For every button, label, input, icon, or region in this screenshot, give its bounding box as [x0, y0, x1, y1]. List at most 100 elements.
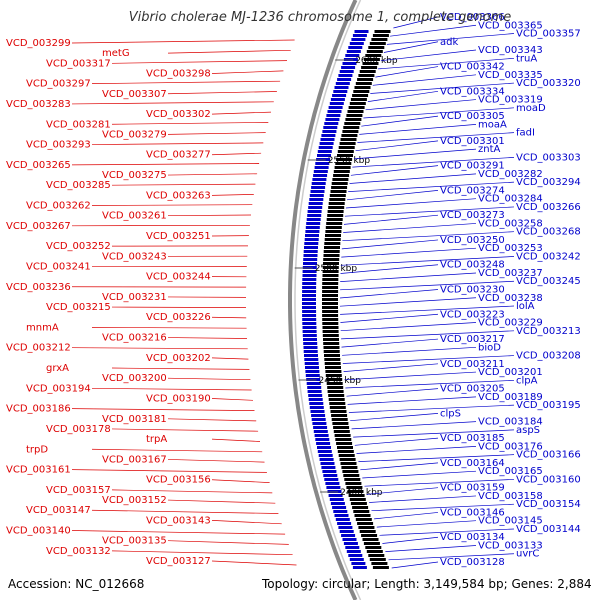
forward-gene-label: VCD_003186	[6, 404, 71, 415]
reverse-leader-line	[350, 165, 439, 176]
reverse-gene-label: VCD_003303	[516, 152, 581, 163]
reverse-feature-block	[337, 446, 353, 449]
forward-gene-label: VCD_003236	[6, 282, 71, 293]
reverse-gene-block	[309, 198, 324, 201]
reverse-feature-block	[366, 50, 383, 53]
reverse-gene-block	[318, 454, 333, 457]
reverse-gene-block	[302, 302, 316, 305]
reverse-gene-label: moaA	[478, 119, 507, 130]
reverse-gene-block	[319, 458, 334, 461]
reverse-gene-block	[323, 126, 338, 129]
reverse-gene-block	[307, 386, 322, 389]
reverse-leader-line	[353, 429, 515, 438]
chromosome-backbone-shadow	[294, 0, 362, 600]
reverse-feature-block	[322, 310, 339, 313]
forward-gene-label: VCD_003281	[46, 119, 111, 130]
reverse-feature-block	[358, 74, 375, 77]
reverse-leader-line	[378, 57, 515, 70]
reverse-feature-block	[327, 390, 344, 393]
forward-gene-label: VCD_003279	[102, 129, 167, 140]
reverse-feature-block	[329, 406, 346, 409]
reverse-gene-block	[345, 54, 360, 57]
reverse-leader-line	[388, 553, 515, 561]
reverse-gene-block	[303, 254, 318, 257]
forward-leader-line	[211, 520, 282, 525]
reverse-leader-line	[346, 388, 439, 397]
forward-gene-label: VCD_003215	[46, 302, 111, 313]
reverse-gene-block	[341, 66, 356, 69]
reverse-gene-block	[302, 306, 316, 309]
reverse-gene-label: VCD_003158	[478, 491, 543, 502]
reverse-gene-block	[310, 410, 325, 413]
reverse-feature-block	[354, 86, 371, 89]
reverse-gene-block	[351, 38, 366, 41]
reverse-gene-block	[337, 522, 352, 525]
reverse-feature-block	[333, 426, 350, 429]
reverse-leader-line	[348, 181, 515, 192]
reverse-feature-block	[342, 130, 359, 133]
reverse-gene-block	[304, 358, 319, 361]
reverse-gene-label: VCD_003185	[440, 433, 505, 444]
reverse-gene-block	[341, 534, 356, 537]
reverse-feature-block	[325, 226, 342, 229]
reverse-feature-block	[327, 214, 344, 217]
reverse-gene-block	[302, 294, 316, 297]
forward-leader-line	[91, 80, 281, 84]
reverse-gene-block	[304, 242, 319, 245]
reverse-gene-block	[328, 106, 343, 109]
forward-leader-line	[167, 91, 277, 95]
reverse-feature-block	[361, 534, 378, 537]
reverse-gene-label: VCD_003319	[478, 95, 543, 106]
reverse-gene-block	[312, 178, 327, 181]
reverse-gene-block	[303, 258, 318, 261]
reverse-leader-line	[341, 239, 439, 250]
reverse-gene-label: VCD_003245	[516, 276, 581, 287]
reverse-gene-block	[310, 190, 325, 193]
reverse-feature-block	[336, 158, 353, 161]
reverse-feature-block	[328, 398, 345, 401]
reverse-feature-block	[338, 146, 355, 149]
reverse-feature-block	[337, 150, 354, 153]
reverse-gene-block	[303, 262, 317, 265]
reverse-gene-block	[335, 518, 350, 521]
forward-gene-label: VCD_003132	[46, 546, 111, 557]
forward-gene-label: VCD_003140	[6, 526, 71, 537]
reverse-feature-block	[323, 250, 340, 253]
reverse-leader-line	[379, 528, 515, 536]
forward-leader-line	[91, 387, 252, 391]
forward-gene-label: VCD_003285	[46, 180, 111, 191]
reverse-gene-label: truA	[516, 53, 537, 64]
reverse-feature-block	[349, 498, 366, 501]
reverse-leader-line	[391, 561, 439, 569]
reverse-gene-label: VCD_003294	[516, 177, 581, 188]
forward-gene-label: VCD_003298	[146, 68, 211, 79]
reverse-leader-line	[340, 305, 515, 315]
reverse-gene-label: VCD_003189	[478, 392, 543, 403]
reverse-leader-line	[342, 346, 477, 356]
reverse-gene-block	[334, 86, 349, 89]
reverse-gene-block	[354, 30, 369, 33]
reverse-leader-line	[349, 173, 477, 184]
reverse-feature-block	[334, 166, 351, 169]
reverse-gene-block	[328, 494, 343, 497]
reverse-gene-block	[315, 162, 330, 165]
reverse-leader-line	[339, 289, 439, 299]
kbp-tick-label: 2550 kbp	[328, 156, 371, 166]
reverse-gene-block	[302, 334, 317, 337]
forward-gene-label: VCD_003135	[102, 536, 167, 547]
reverse-leader-line	[347, 396, 477, 405]
reverse-feature-block	[328, 202, 345, 205]
reverse-leader-line	[380, 49, 477, 62]
forward-gene-label: trpA	[146, 434, 167, 445]
reverse-feature-block	[363, 542, 380, 545]
reverse-gene-block	[302, 318, 317, 321]
reverse-gene-label: VCD_003166	[516, 450, 581, 461]
reverse-gene-block	[305, 234, 319, 237]
reverse-gene-block	[320, 462, 335, 465]
reverse-feature-block	[322, 314, 339, 317]
reverse-gene-block	[313, 430, 328, 433]
reverse-gene-block	[302, 298, 316, 301]
reverse-feature-block	[350, 98, 367, 101]
reverse-gene-block	[311, 182, 326, 185]
forward-leader-line	[167, 132, 266, 135]
